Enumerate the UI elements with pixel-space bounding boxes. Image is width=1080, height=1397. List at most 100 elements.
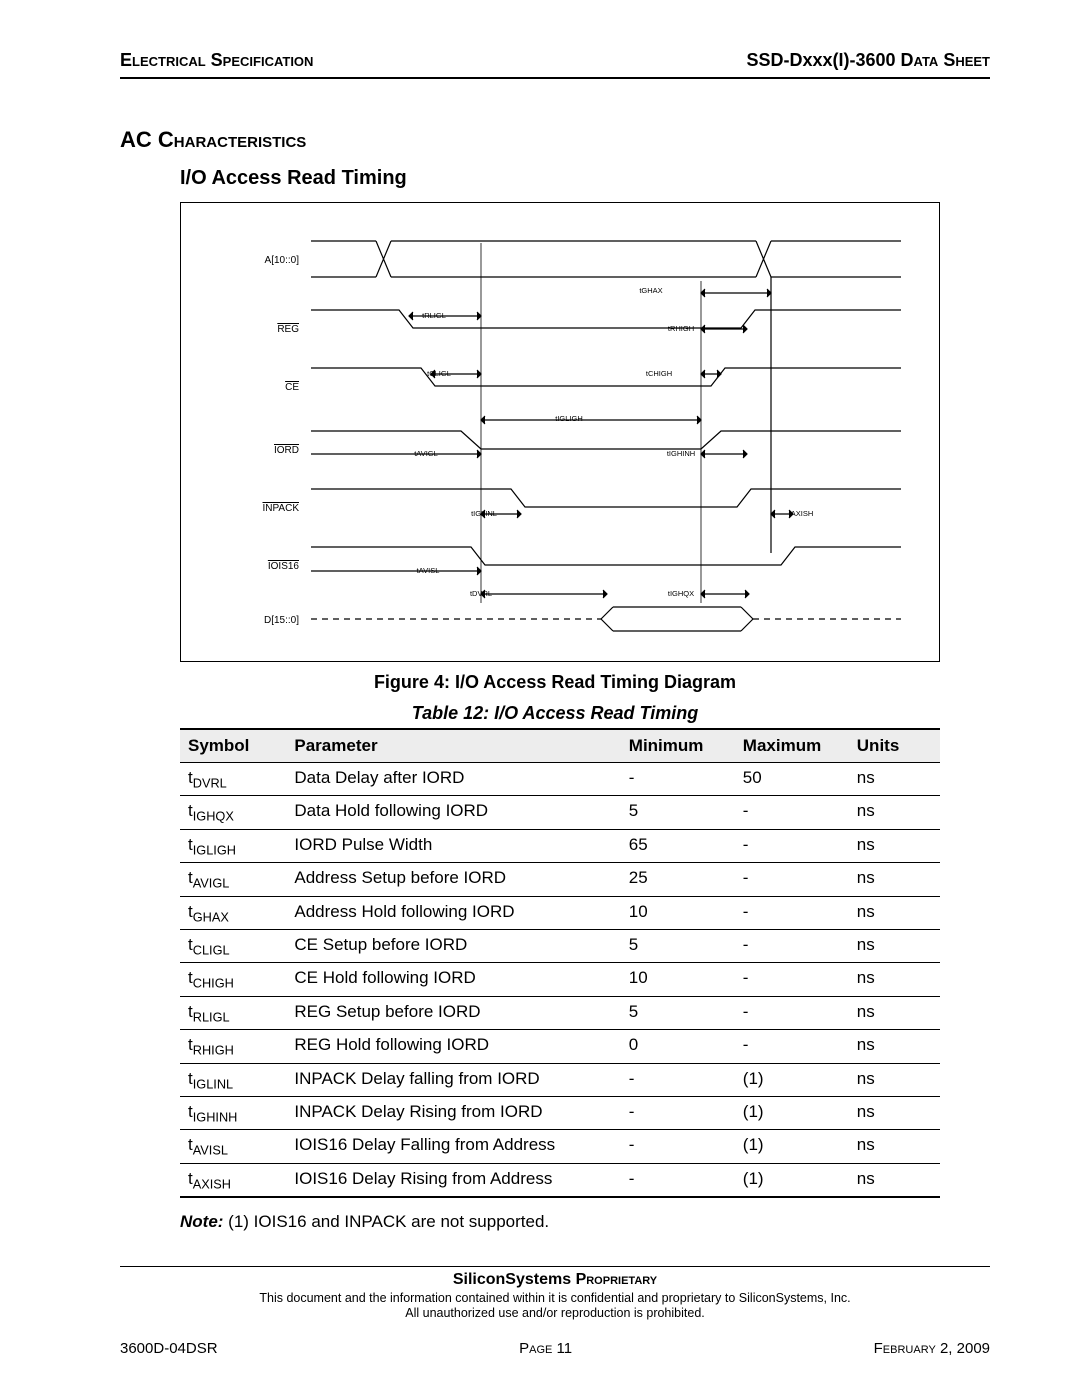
cell-maximum: - <box>735 996 849 1029</box>
cell-parameter: Address Hold following IORD <box>286 896 620 929</box>
svg-text:REG: REG <box>277 324 299 335</box>
cell-symbol: tAVIGL <box>180 863 286 896</box>
table-row: tRHIGHREG Hold following IORD0-ns <box>180 1030 940 1063</box>
cell-units: ns <box>849 996 940 1029</box>
note-text: (1) IOIS16 and INPACK are not supported. <box>223 1212 549 1231</box>
svg-text:tAXISH: tAXISH <box>789 509 814 518</box>
svg-text:tDVRL: tDVRL <box>470 589 492 598</box>
svg-text:IORD: IORD <box>274 445 299 456</box>
cell-parameter: CE Hold following IORD <box>286 963 620 996</box>
cell-units: ns <box>849 1096 940 1129</box>
cell-parameter: IOIS16 Delay Rising from Address <box>286 1163 620 1197</box>
table-row: tAVISLIOIS16 Delay Falling from Address-… <box>180 1130 940 1163</box>
cell-maximum: - <box>735 796 849 829</box>
footer-prop-word: Proprietary <box>571 1271 657 1288</box>
cell-units: ns <box>849 896 940 929</box>
cell-units: ns <box>849 829 940 862</box>
table-row: tGHAXAddress Hold following IORD10-ns <box>180 896 940 929</box>
header-model: SSD-Dxxx(I)-3600 <box>746 50 895 70</box>
table-row: tIGHINHINPACK Delay Rising from IORD-(1)… <box>180 1096 940 1129</box>
cell-maximum: - <box>735 1030 849 1063</box>
cell-minimum: 10 <box>621 963 735 996</box>
cell-units: ns <box>849 1030 940 1063</box>
cell-maximum: - <box>735 963 849 996</box>
cell-maximum: (1) <box>735 1096 849 1129</box>
svg-text:tGHAX: tGHAX <box>639 286 662 295</box>
footer-conf-line2: All unauthorized use and/or reproduction… <box>405 1306 705 1320</box>
cell-parameter: REG Setup before IORD <box>286 996 620 1029</box>
table-row: tIGHQXData Hold following IORD5-ns <box>180 796 940 829</box>
svg-text:IOIS16: IOIS16 <box>268 561 300 572</box>
cell-maximum: - <box>735 896 849 929</box>
cell-units: ns <box>849 763 940 796</box>
cell-symbol: tDVRL <box>180 763 286 796</box>
cell-minimum: - <box>621 1130 735 1163</box>
cell-minimum: - <box>621 1096 735 1129</box>
cell-units: ns <box>849 1130 940 1163</box>
footer-page: Page 11 <box>519 1340 572 1357</box>
section-title: AC Characteristics <box>120 127 990 153</box>
subsection-title: I/O Access Read Timing <box>180 167 990 190</box>
cell-symbol: tIGHINH <box>180 1096 286 1129</box>
footer-proprietary: SiliconSystems Proprietary <box>120 1271 990 1289</box>
footer-confidential: This document and the information contai… <box>120 1291 990 1322</box>
cell-maximum: (1) <box>735 1063 849 1096</box>
timing-diagram: A[10::0]REGCEIORDINPACKIOIS16D[15::0]tGH… <box>180 202 940 662</box>
table-col-header: Maximum <box>735 729 849 763</box>
timing-diagram-svg: A[10::0]REGCEIORDINPACKIOIS16D[15::0]tGH… <box>181 203 940 662</box>
svg-text:tCLIGL: tCLIGL <box>427 369 451 378</box>
svg-text:A[10::0]: A[10::0] <box>265 255 300 266</box>
table-row: tAVIGLAddress Setup before IORD25-ns <box>180 863 940 896</box>
cell-symbol: tCHIGH <box>180 963 286 996</box>
svg-text:tIGHINH: tIGHINH <box>667 449 695 458</box>
svg-text:tAVISL: tAVISL <box>417 566 440 575</box>
cell-units: ns <box>849 963 940 996</box>
svg-text:tIGLIGH: tIGLIGH <box>555 414 583 423</box>
cell-units: ns <box>849 863 940 896</box>
table-row: tIGLINLINPACK Delay falling from IORD-(1… <box>180 1063 940 1096</box>
table-row: tCHIGHCE Hold following IORD10-ns <box>180 963 940 996</box>
footer-brand: SiliconSystems <box>453 1271 571 1288</box>
cell-minimum: 0 <box>621 1030 735 1063</box>
table-header-row: SymbolParameterMinimumMaximumUnits <box>180 729 940 763</box>
footer-doc-code: 3600D-04DSR <box>120 1340 218 1357</box>
svg-text:tCHIGH: tCHIGH <box>646 369 672 378</box>
cell-parameter: IOIS16 Delay Falling from Address <box>286 1130 620 1163</box>
svg-text:CE: CE <box>285 382 299 393</box>
svg-text:tRHIGH: tRHIGH <box>668 324 694 333</box>
table-col-header: Symbol <box>180 729 286 763</box>
table-col-header: Units <box>849 729 940 763</box>
cell-units: ns <box>849 796 940 829</box>
cell-minimum: 5 <box>621 796 735 829</box>
table-row: tIGLIGHIORD Pulse Width65-ns <box>180 829 940 862</box>
cell-parameter: INPACK Delay falling from IORD <box>286 1063 620 1096</box>
page-header: Electrical Specification SSD-Dxxx(I)-360… <box>120 50 990 79</box>
cell-symbol: tGHAX <box>180 896 286 929</box>
figure-caption: Figure 4: I/O Access Read Timing Diagram <box>120 672 990 693</box>
svg-text:tIGLINL: tIGLINL <box>471 509 497 518</box>
cell-symbol: tRHIGH <box>180 1030 286 1063</box>
header-suffix: Data Sheet <box>896 50 990 70</box>
cell-parameter: Data Hold following IORD <box>286 796 620 829</box>
cell-parameter: Address Setup before IORD <box>286 863 620 896</box>
cell-maximum: (1) <box>735 1130 849 1163</box>
cell-maximum: - <box>735 929 849 962</box>
svg-text:INPACK: INPACK <box>263 503 300 514</box>
cell-parameter: REG Hold following IORD <box>286 1030 620 1063</box>
svg-text:tRLIGL: tRLIGL <box>422 311 446 320</box>
footer-date: February 2, 2009 <box>874 1340 990 1357</box>
header-right: SSD-Dxxx(I)-3600 Data Sheet <box>746 50 990 71</box>
cell-minimum: 5 <box>621 929 735 962</box>
table-col-header: Parameter <box>286 729 620 763</box>
table-caption: Table 12: I/O Access Read Timing <box>120 703 990 724</box>
cell-symbol: tRLIGL <box>180 996 286 1029</box>
cell-minimum: - <box>621 763 735 796</box>
table-row: tRLIGLREG Setup before IORD5-ns <box>180 996 940 1029</box>
cell-minimum: - <box>621 1063 735 1096</box>
cell-maximum: - <box>735 829 849 862</box>
table-row: tDVRLData Delay after IORD-50ns <box>180 763 940 796</box>
cell-maximum: 50 <box>735 763 849 796</box>
svg-text:tAVIGL: tAVIGL <box>414 449 438 458</box>
cell-minimum: - <box>621 1163 735 1197</box>
cell-symbol: tIGHQX <box>180 796 286 829</box>
